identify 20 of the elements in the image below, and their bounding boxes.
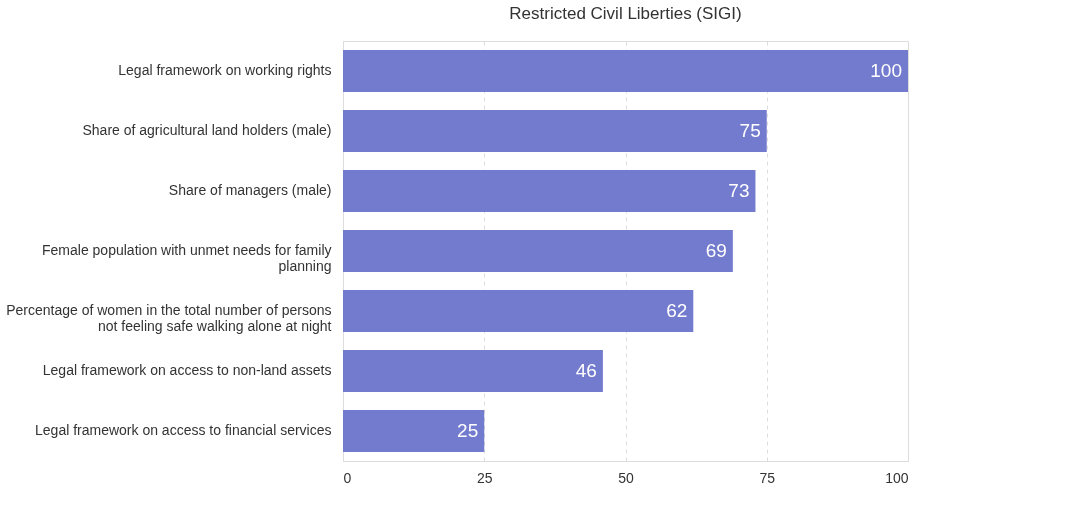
x-tick-label: 100 (885, 469, 909, 486)
x-tick-label: 50 (618, 469, 634, 486)
chart-title: Restricted Civil Liberties (SIGI) (509, 4, 742, 23)
y-tick-label: Legal framework on access to financial services (35, 422, 332, 438)
data-label: 69 (705, 240, 727, 261)
data-label: 75 (739, 120, 761, 141)
data-label: 100 (870, 60, 902, 81)
data-label: 62 (666, 300, 688, 321)
y-tick-label: Legal framework on access to non-land assets (42, 362, 332, 378)
y-tick-label: Share of agricultural land holders (male) (82, 122, 332, 138)
x-tick-label: 0 (343, 469, 352, 486)
data-label: 46 (575, 360, 597, 381)
x-tick-label: 75 (759, 469, 776, 486)
x-tick-label: 25 (476, 469, 493, 486)
data-label: 73 (728, 180, 750, 201)
y-tick-label: Share of managers (male) (168, 182, 332, 198)
data-label: 25 (457, 420, 479, 441)
y-tick-label: Female population with unmet needs for family planning (42, 242, 332, 274)
y-tick-label: Legal framework on working rights (118, 62, 332, 78)
y-tick-label: Percentage of women in the total number of persons not feeling safe walking alone at night (6, 302, 332, 334)
